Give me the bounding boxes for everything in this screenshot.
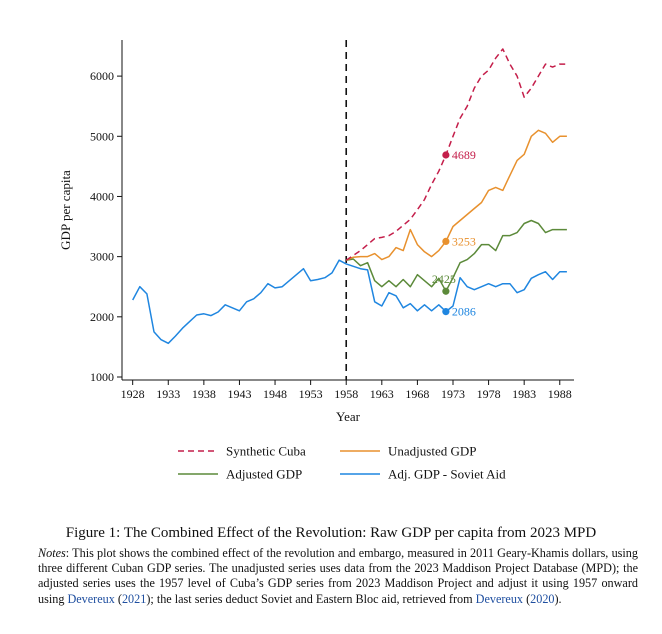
x-tick-label: 1958	[334, 387, 358, 401]
series-layer	[132, 48, 567, 345]
x-tick-label: 1988	[548, 387, 572, 401]
annotation-label: 3253	[452, 234, 476, 248]
annotation-label: 2086	[452, 305, 476, 319]
series-line-unadjusted-gdp	[345, 129, 567, 261]
legend-label: Adjusted GDP	[226, 467, 302, 482]
annotation-point	[442, 151, 450, 159]
x-tick-label: 1948	[263, 387, 287, 401]
chart-axes: 1000 2000 3000 4000 5000 6000 1928 1933 1938 1943…	[90, 40, 574, 401]
legend: Synthetic Cuba Unadjusted GDP Adjusted GDP…	[178, 444, 506, 482]
x-tick-label: 1978	[477, 387, 501, 401]
x-tick-label: 1953	[299, 387, 323, 401]
gdp-chart: 1000 2000 3000 4000 5000 6000 1928 1933 1938 1943…	[58, 40, 574, 482]
notes-text-2: ; the last series deduct Soviet and East…	[150, 591, 476, 606]
notes-text-3: ).	[554, 591, 562, 606]
annotation-point	[442, 308, 450, 316]
x-tick-label: 1963	[370, 387, 394, 401]
x-axis-title: Year	[336, 409, 361, 424]
annotation-point	[442, 287, 450, 295]
notes-year-1[interactable]: 2021	[121, 591, 147, 606]
annotation-point	[442, 237, 450, 246]
y-tick-label: 4000	[90, 189, 114, 203]
series-line-synthetic-cuba	[345, 48, 567, 261]
x-tick-label: 1973	[441, 387, 465, 401]
series-line-adj-gdp-soviet-aid	[132, 259, 567, 345]
x-tick-label: 1938	[192, 387, 216, 401]
annotation-label: 2425	[432, 272, 456, 286]
x-tick-label: 1928	[121, 387, 145, 401]
y-axis-title: GDP per capita	[58, 170, 73, 250]
notes-year-2[interactable]: 2020	[530, 591, 555, 606]
legend-label: Unadjusted GDP	[388, 444, 476, 459]
notes-label: Notes	[38, 546, 66, 560]
y-tick-label: 1000	[90, 370, 114, 384]
x-tick-label: 1943	[227, 387, 251, 401]
annotation-layer: 4689 3253 2425 2086	[432, 148, 476, 319]
figure-caption: Figure 1: The Combined Effect of the Rev…	[65, 525, 597, 541]
y-tick-label: 6000	[90, 69, 114, 83]
figure-notes: Notes: This plot shows the combined effe…	[38, 546, 638, 606]
y-tick-label: 3000	[90, 250, 114, 264]
notes-cite-2[interactable]: Devereux	[475, 591, 524, 606]
annotation-label: 4689	[452, 148, 476, 162]
legend-label: Adj. GDP - Soviet Aid	[388, 467, 506, 482]
y-tick-label: 2000	[90, 310, 114, 324]
series-line-adjusted-gdp	[346, 219, 567, 292]
x-tick-label: 1933	[156, 387, 180, 401]
x-tick-label: 1983	[512, 387, 536, 401]
notes-cite-1[interactable]: Devereux	[67, 591, 115, 606]
legend-label: Synthetic Cuba	[226, 444, 306, 459]
notes-text-1: : This plot shows the combined effect of…	[38, 546, 638, 606]
y-tick-label: 5000	[90, 129, 114, 143]
x-tick-label: 1968	[405, 387, 429, 401]
